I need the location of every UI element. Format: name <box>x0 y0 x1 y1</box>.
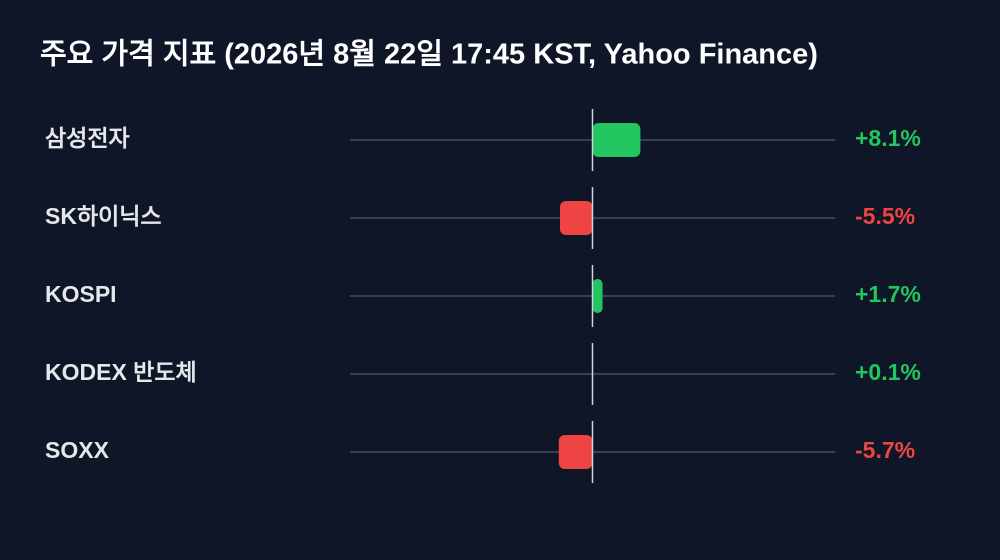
category-label: 삼성전자 <box>45 125 130 151</box>
value-label: +8.1% <box>855 125 921 151</box>
chart-title: 주요 가격 지표 (2026년 8월 22일 17:45 KST, Yahoo … <box>40 38 818 71</box>
category-label: KODEX 반도체 <box>45 359 197 385</box>
bar <box>592 279 603 313</box>
value-label: +1.7% <box>855 281 921 307</box>
bar <box>559 201 593 235</box>
category-label: SOXX <box>45 437 110 463</box>
bar <box>592 123 641 157</box>
bar <box>558 435 593 469</box>
value-label: +0.1% <box>855 359 921 385</box>
value-label: -5.7% <box>855 437 915 463</box>
category-label: SK하이닉스 <box>45 203 162 229</box>
category-label: KOSPI <box>45 281 117 307</box>
value-label: -5.5% <box>855 203 915 229</box>
